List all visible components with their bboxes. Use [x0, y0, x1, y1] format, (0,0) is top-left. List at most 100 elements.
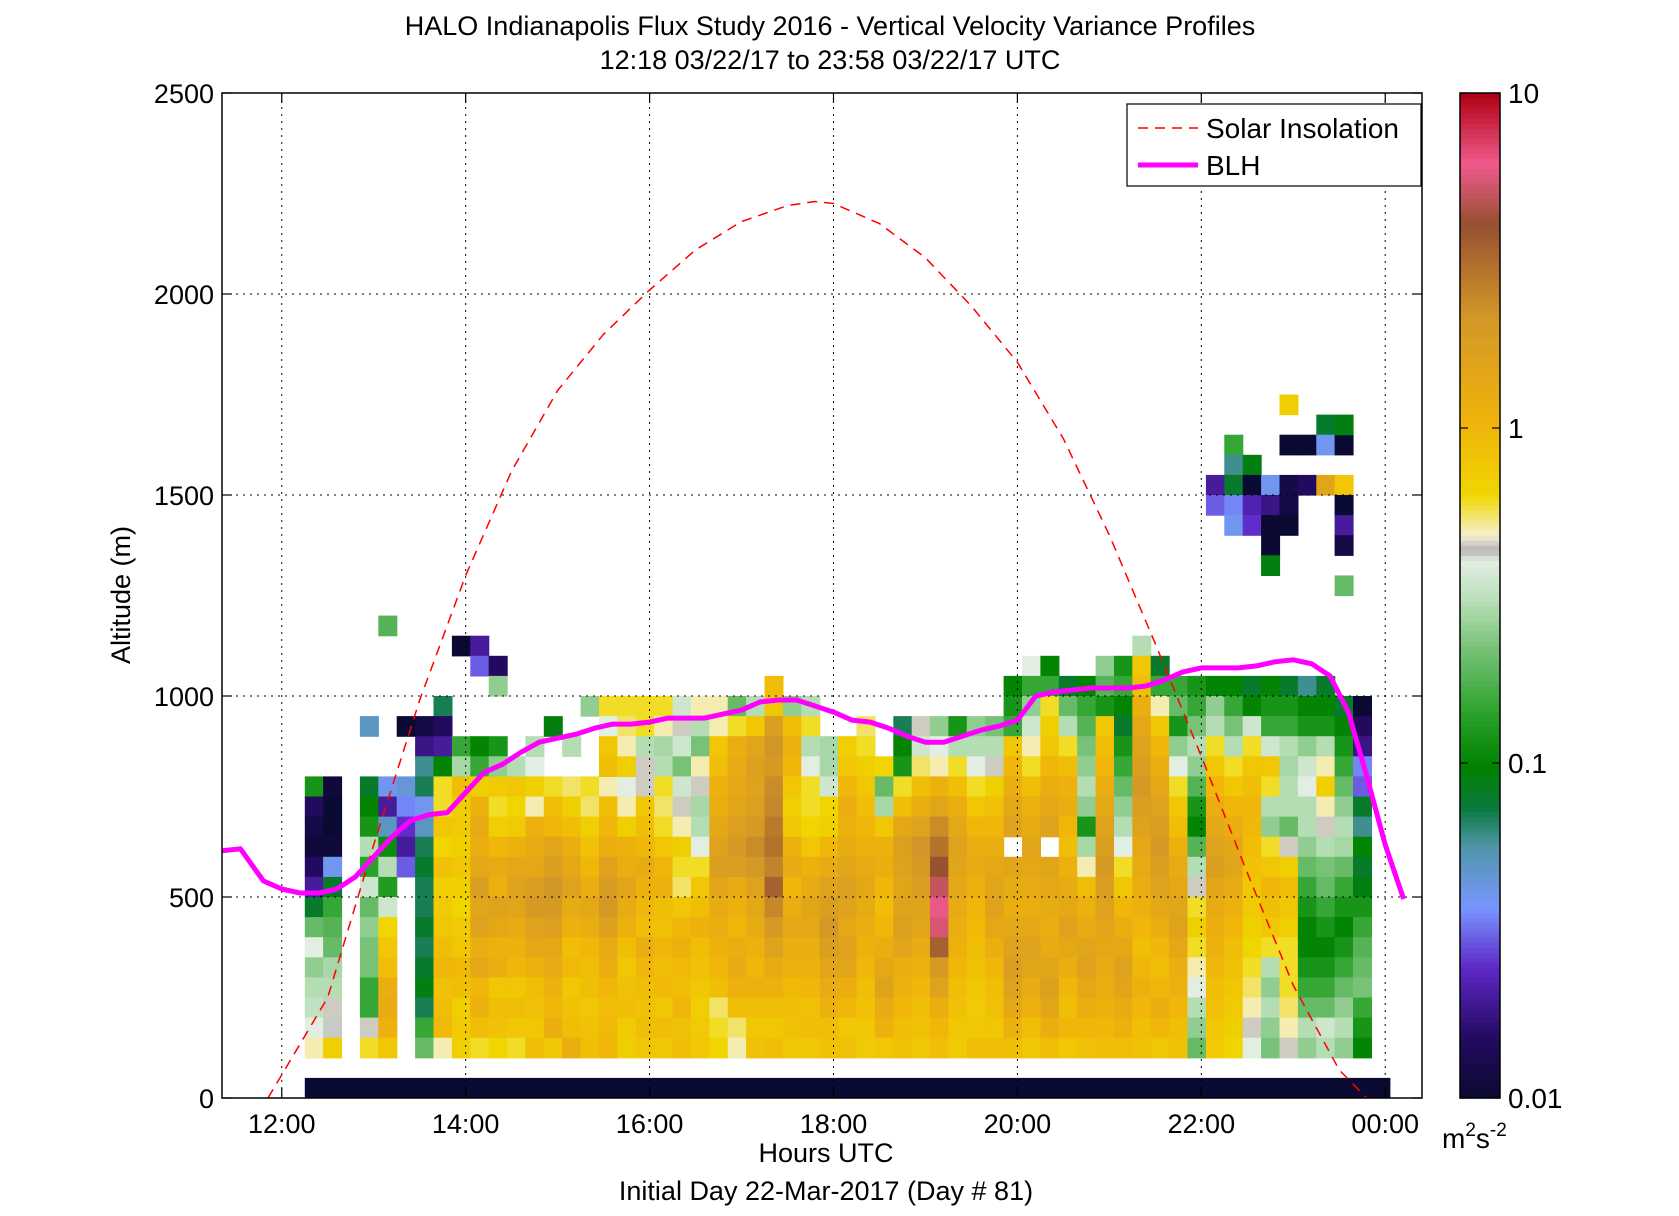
heatmap-cell [635, 897, 655, 918]
heatmap-cell [819, 937, 839, 958]
heatmap-cell [672, 856, 692, 878]
heatmap-cell [1242, 856, 1262, 878]
heatmap-cell [856, 836, 876, 858]
heatmap-cell [1132, 655, 1152, 677]
heatmap-cell [1114, 917, 1133, 938]
heatmap-cell [838, 1077, 858, 1098]
x-tick-label: 00:00 [1351, 1109, 1419, 1139]
heatmap-cell [1150, 836, 1170, 858]
heatmap-cell [507, 796, 527, 818]
heatmap-cell [396, 776, 416, 798]
heatmap-cell [1205, 756, 1225, 777]
heatmap-cell [525, 1037, 545, 1059]
heatmap-cell [488, 957, 508, 978]
heatmap-cell [672, 1077, 692, 1098]
heatmap-cell [691, 756, 710, 777]
heatmap-cell [801, 836, 821, 858]
colorbar-step [1460, 123, 1500, 129]
heatmap-cell [488, 977, 508, 999]
heatmap-cell [654, 977, 674, 999]
heatmap-cell [635, 856, 655, 878]
heatmap-cell [654, 897, 674, 918]
colorbar-step [1460, 263, 1500, 270]
heatmap-cell [1279, 1017, 1299, 1039]
colorbar-step [1460, 319, 1500, 325]
colorbar-step [1460, 384, 1500, 391]
heatmap-cell [1058, 937, 1078, 958]
heatmap-cell [1058, 1017, 1078, 1039]
heatmap-cell [1334, 1077, 1354, 1098]
heatmap-cell [966, 1017, 986, 1039]
heatmap-cell [323, 957, 343, 978]
heatmap-cell [488, 796, 508, 818]
colorbar-step [1460, 1032, 1500, 1039]
heatmap-cell [819, 876, 839, 898]
heatmap-cell [1224, 675, 1244, 697]
heatmap-cell [838, 1017, 858, 1039]
heatmap-cell [801, 897, 821, 918]
heatmap-cell [709, 957, 729, 978]
heatmap-cell [1279, 675, 1299, 697]
heatmap-cell [819, 756, 839, 777]
colorbar-step [1460, 253, 1500, 260]
heatmap-cell [1077, 836, 1097, 858]
heatmap-cell [893, 856, 913, 878]
heatmap-cell [1334, 756, 1354, 777]
heatmap-cell [1040, 716, 1060, 737]
heatmap-cell [1297, 716, 1317, 737]
heatmap-cell [1316, 977, 1336, 999]
heatmap-cell [1316, 856, 1336, 878]
heatmap-cell [930, 876, 949, 898]
heatmap-cell [304, 776, 324, 798]
heatmap-cell [1169, 917, 1189, 938]
colorbar-step [1460, 535, 1500, 541]
colorbar-step [1460, 1022, 1500, 1029]
heatmap-cell [1022, 776, 1041, 798]
heatmap-cell [1169, 836, 1189, 858]
heatmap-cell [948, 997, 968, 1019]
heatmap-cell [654, 836, 674, 858]
heatmap-cell [948, 1017, 968, 1039]
heatmap-cell [654, 957, 674, 978]
heatmap-cell [801, 716, 821, 737]
colorbar-step [1460, 967, 1500, 973]
heatmap-cell [525, 796, 545, 818]
heatmap-cell [1297, 897, 1317, 918]
heatmap-cell [985, 917, 1005, 938]
heatmap-cell [1242, 736, 1262, 757]
heatmap-cell [1077, 736, 1097, 757]
x-tick-label: 20:00 [984, 1109, 1052, 1139]
heatmap-cell [746, 856, 766, 878]
heatmap-cell [672, 957, 692, 978]
heatmap-cell [1040, 816, 1060, 838]
heatmap-cell [727, 917, 747, 938]
heatmap-cell [709, 836, 729, 858]
heatmap-cell [525, 1077, 545, 1098]
heatmap-cell [1224, 495, 1244, 516]
heatmap-cell [764, 937, 784, 958]
heatmap-cell [948, 917, 968, 938]
y-tick-label: 1000 [154, 682, 214, 712]
heatmap-cell [1150, 776, 1170, 798]
heatmap-cell [1169, 856, 1189, 878]
heatmap-cell [1261, 997, 1281, 1019]
heatmap-cell [1205, 796, 1225, 818]
heatmap-cell [1297, 1017, 1317, 1039]
heatmap-cell [1095, 776, 1115, 798]
heatmap-cell [1261, 776, 1281, 798]
heatmap-cell [911, 856, 931, 878]
heatmap-cell [378, 937, 398, 958]
heatmap-cell [451, 917, 471, 938]
heatmap-cell [599, 977, 618, 999]
colorbar-step [1460, 897, 1500, 903]
heatmap-cell [1334, 434, 1354, 456]
heatmap-cell [948, 796, 968, 818]
colorbar-step [1460, 982, 1500, 989]
colorbar-step [1460, 464, 1500, 471]
heatmap-cell [1334, 575, 1354, 597]
heatmap-cell [1132, 776, 1152, 798]
heatmap-cell [782, 957, 802, 978]
colorbar-step [1460, 1062, 1500, 1069]
heatmap-cell [525, 756, 545, 777]
